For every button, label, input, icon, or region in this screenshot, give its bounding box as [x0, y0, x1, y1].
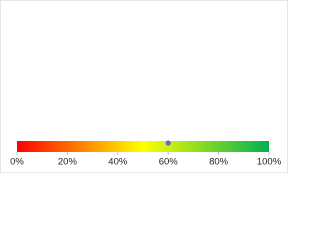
- marker: [165, 140, 171, 146]
- x-tick-label: 60%: [159, 157, 179, 168]
- x-tick-label: 20%: [58, 157, 78, 168]
- page: 0%20%40%60%80%100% (() => { const data =…: [0, 0, 288, 173]
- x-tick-label: 40%: [108, 157, 128, 168]
- x-tick-label: 80%: [209, 157, 229, 168]
- x-tick-label: 0%: [10, 157, 24, 168]
- x-tick-label: 100%: [257, 157, 282, 168]
- gradient-bar: [17, 141, 269, 152]
- chart: 0% 20% 40% 60% 80% 100%: [0, 0, 288, 173]
